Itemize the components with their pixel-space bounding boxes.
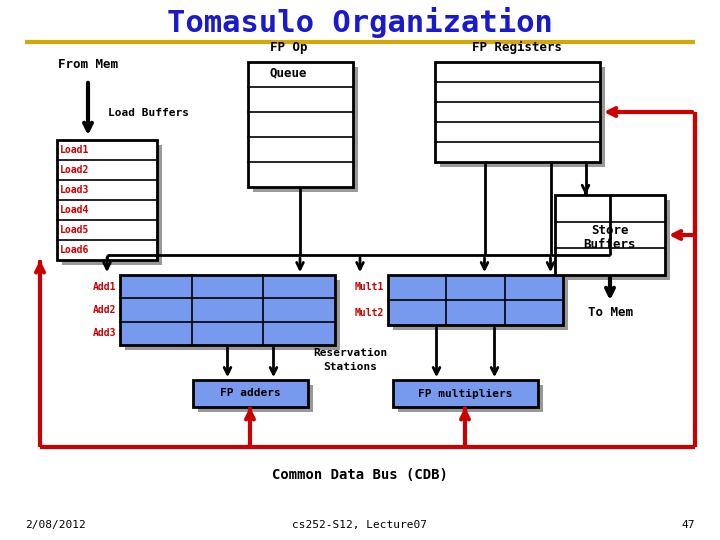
Text: Queue: Queue: [270, 66, 307, 79]
Bar: [435, 62, 600, 162]
Text: FP Op: FP Op: [270, 41, 307, 54]
Text: Load6: Load6: [60, 245, 89, 255]
Text: Mult2: Mult2: [355, 307, 384, 318]
Text: Common Data Bus (CDB): Common Data Bus (CDB): [272, 468, 448, 482]
Text: Load5: Load5: [60, 225, 89, 235]
Bar: [388, 275, 563, 325]
Text: From Mem: From Mem: [58, 58, 118, 71]
Text: Load1: Load1: [60, 145, 89, 155]
Text: Add1: Add1: [92, 282, 116, 292]
Text: Stations: Stations: [323, 362, 377, 372]
Text: FP multipliers: FP multipliers: [418, 388, 513, 399]
Bar: [248, 62, 353, 187]
Text: Store: Store: [591, 224, 629, 237]
Text: Load4: Load4: [60, 205, 89, 215]
Bar: [393, 280, 568, 330]
Text: Mult1: Mult1: [355, 282, 384, 293]
Text: Load Buffers: Load Buffers: [107, 108, 189, 118]
Text: cs252-S12, Lecture07: cs252-S12, Lecture07: [292, 520, 428, 530]
Bar: [62, 145, 162, 265]
Bar: [560, 200, 670, 280]
Bar: [198, 385, 313, 412]
Bar: [440, 67, 605, 167]
Text: To Mem: To Mem: [588, 307, 632, 320]
Text: FP adders: FP adders: [220, 388, 281, 399]
Text: Add2: Add2: [92, 305, 116, 315]
Bar: [120, 275, 335, 345]
Bar: [398, 385, 543, 412]
Bar: [125, 280, 340, 350]
Text: Buffers: Buffers: [584, 239, 636, 252]
Text: 47: 47: [682, 520, 695, 530]
Text: Tomasulo Organization: Tomasulo Organization: [167, 6, 553, 37]
Text: 2/08/2012: 2/08/2012: [25, 520, 86, 530]
Bar: [393, 380, 538, 407]
Bar: [253, 67, 358, 192]
Text: Reservation: Reservation: [313, 348, 387, 358]
Text: Add3: Add3: [92, 328, 116, 339]
Bar: [57, 140, 157, 260]
Bar: [555, 195, 665, 275]
Bar: [193, 380, 308, 407]
Text: Load2: Load2: [60, 165, 89, 175]
Text: Load3: Load3: [60, 185, 89, 195]
Text: FP Registers: FP Registers: [472, 41, 562, 54]
